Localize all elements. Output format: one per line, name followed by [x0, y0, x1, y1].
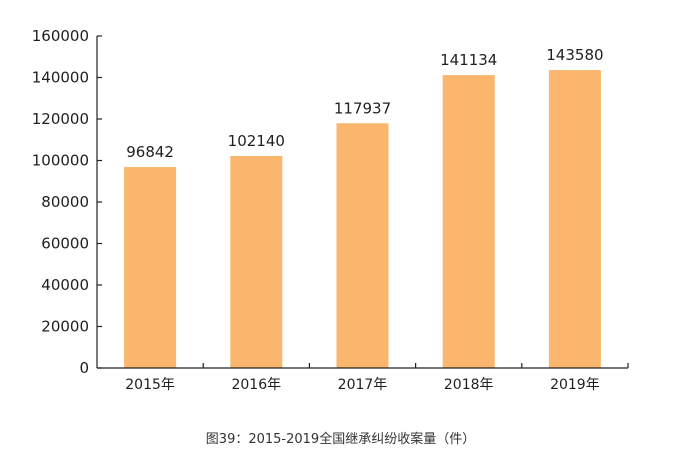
- bar: [548, 70, 601, 368]
- data-label: 117937: [334, 99, 391, 117]
- y-tick-label: 0: [79, 359, 89, 377]
- bar: [442, 75, 495, 369]
- y-tick-label: 100000: [32, 152, 89, 170]
- y-tick-label: 40000: [41, 276, 89, 294]
- y-tick-label: 60000: [41, 235, 89, 253]
- y-tick-label: 120000: [32, 110, 89, 128]
- y-tick-label: 20000: [41, 318, 89, 336]
- y-tick-label: 80000: [41, 193, 89, 211]
- bar: [124, 167, 177, 368]
- y-tick-label: 140000: [32, 69, 89, 87]
- bar: [230, 156, 283, 368]
- chart-title: 图39：2015-2019全国继承纠纷收案量（件）: [205, 432, 476, 447]
- x-tick-label: 2017年: [338, 377, 388, 393]
- data-label: 143580: [546, 46, 603, 64]
- x-tick-label: 2018年: [444, 377, 494, 393]
- y-tick-label: 160000: [32, 27, 89, 45]
- data-label: 96842: [126, 143, 174, 161]
- x-tick-label: 2019年: [550, 377, 600, 393]
- x-tick-label: 2016年: [231, 377, 281, 393]
- data-label: 141134: [440, 51, 497, 69]
- data-label: 102140: [228, 132, 285, 150]
- bar: [336, 123, 389, 368]
- x-tick-label: 2015年: [125, 377, 175, 393]
